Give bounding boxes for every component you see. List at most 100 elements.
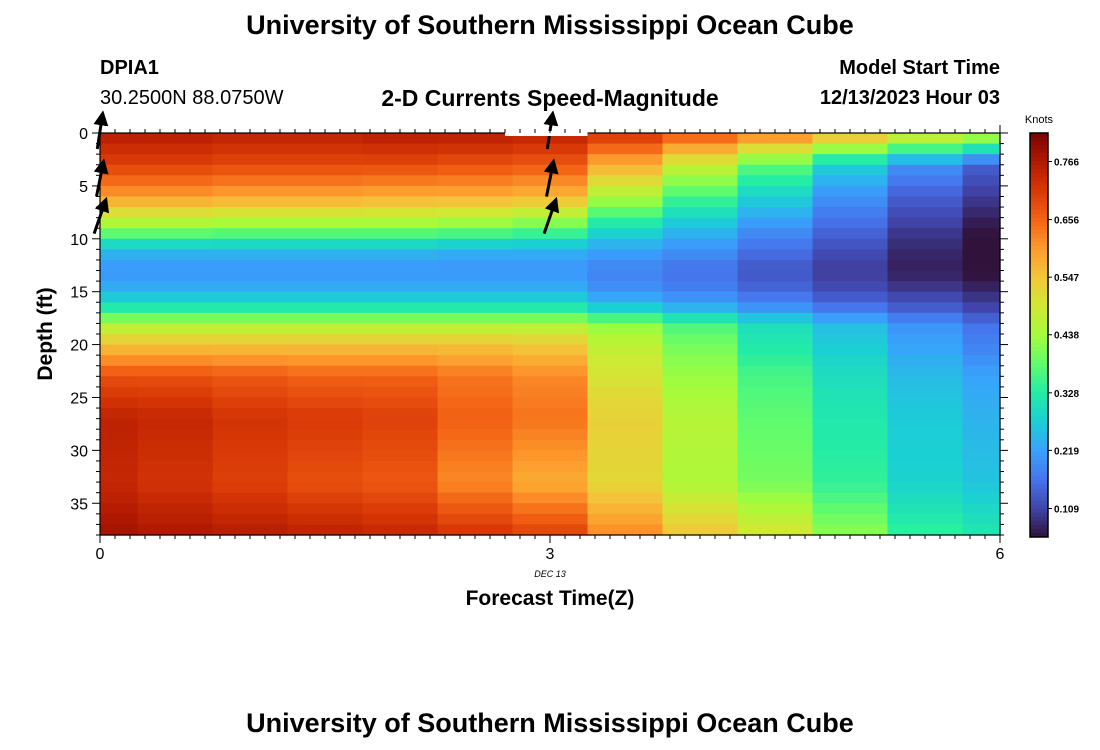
heatmap-cell (662, 196, 739, 208)
heatmap-cell (137, 439, 214, 451)
colorbar-tick-label: 0.109 (1054, 504, 1079, 515)
heatmap-cell (737, 291, 814, 303)
heatmap-cell (137, 249, 214, 261)
heatmap-cell (362, 291, 439, 303)
heatmap-cell (812, 228, 889, 240)
heatmap-cell (212, 513, 289, 526)
station-coordinates: 30.2500N 88.0750W (100, 87, 284, 109)
heatmap-cell (512, 429, 589, 441)
heatmap-cell (437, 386, 514, 399)
heatmap-cell (287, 238, 364, 250)
heatmap-cell (437, 249, 514, 261)
colorbar-segment (1030, 532, 1048, 538)
colorbar-segment (1030, 371, 1048, 376)
heatmap-cell (362, 418, 439, 430)
heatmap-cell (437, 408, 514, 420)
colorbar-segment (1030, 500, 1048, 506)
heatmap-cell (287, 312, 364, 325)
heatmap-cell (437, 365, 514, 377)
colorbar-segment (1030, 452, 1048, 457)
heatmap-cell (137, 408, 214, 420)
colorbar-segment (1030, 419, 1048, 425)
colorbar-segment (1030, 238, 1048, 243)
heatmap-cell (812, 185, 889, 198)
heatmap-cell (212, 376, 289, 388)
heatmap-cell (887, 249, 964, 261)
heatmap-cell (137, 429, 214, 441)
heatmap-cell (512, 397, 589, 409)
colorbar-segment (1030, 294, 1048, 300)
heatmap-cell (737, 524, 814, 536)
heatmap-cell (287, 302, 364, 314)
heatmap-cell (362, 524, 439, 536)
heatmap-cell (362, 355, 439, 367)
heatmap-cell (362, 249, 439, 261)
heatmap-cell (512, 259, 589, 272)
heatmap-cell (737, 270, 814, 282)
heatmap-cell (737, 217, 814, 229)
heatmap-cell (212, 133, 289, 145)
heatmap-cell (137, 365, 214, 377)
heatmap-cell (100, 439, 139, 451)
heatmap-cell (662, 355, 739, 367)
heatmap-cell (662, 323, 739, 335)
heatmap-cell (212, 259, 289, 272)
heatmap-cell (362, 217, 439, 229)
heatmap-cell (287, 439, 364, 451)
heatmap-cell (212, 482, 289, 494)
heatmap-cell (887, 164, 964, 176)
heatmap-cell (137, 344, 214, 356)
heatmap-cell (362, 492, 439, 504)
heatmap-cell (287, 376, 364, 388)
heatmap-cell (362, 503, 439, 515)
heatmap-cell (287, 133, 364, 145)
heatmap-cell (587, 302, 664, 314)
heatmap-cell (100, 291, 139, 303)
heatmap-cell (737, 439, 814, 451)
heatmap-cell (100, 164, 139, 176)
colorbar-segment (1030, 339, 1048, 344)
heatmap-cell (212, 175, 289, 187)
heatmap-cell (137, 323, 214, 335)
colorbar-segment (1030, 290, 1048, 296)
heatmap-cell (362, 133, 439, 145)
colorbar-segment (1030, 415, 1048, 421)
heatmap-cell (662, 429, 739, 441)
colorbar-segment (1030, 137, 1048, 142)
heatmap-cell (212, 429, 289, 441)
heatmap-cell (362, 207, 439, 219)
heatmap-cell (437, 281, 514, 293)
colorbar-segment (1030, 379, 1048, 384)
heatmap-cell (100, 323, 139, 335)
heatmap-cell (812, 503, 889, 515)
heatmap-cell (587, 164, 664, 176)
heatmap-cell (212, 492, 289, 504)
heatmap-cell (362, 238, 439, 250)
heatmap-cell (587, 513, 664, 526)
heatmap-cell (137, 397, 214, 409)
heatmap-cell (962, 386, 1001, 399)
heatmap-cell (737, 228, 814, 240)
heatmap-cell (362, 175, 439, 187)
heatmap-cell (362, 164, 439, 176)
heatmap-cell (962, 471, 1001, 483)
heatmap-cell (100, 386, 139, 399)
heatmap-cell (662, 482, 739, 494)
heatmap-cell (212, 344, 289, 356)
heatmap-cell (962, 460, 1001, 473)
colorbar-segment (1030, 193, 1048, 199)
colorbar-segment (1030, 213, 1048, 219)
heatmap-cell (662, 291, 739, 303)
heatmap-cell (212, 503, 289, 515)
heatmap-cell (212, 408, 289, 420)
heatmap-cell (737, 408, 814, 420)
heatmap-cell (437, 334, 514, 346)
heatmap-cell (887, 133, 964, 145)
heatmap-cell (887, 503, 964, 515)
heatmap-cell (662, 439, 739, 451)
heatmap-cell (812, 312, 889, 325)
heatmap-cell (287, 154, 364, 166)
colorbar-segment (1030, 278, 1048, 283)
colorbar-segment (1030, 427, 1048, 433)
colorbar-segment (1030, 165, 1048, 170)
